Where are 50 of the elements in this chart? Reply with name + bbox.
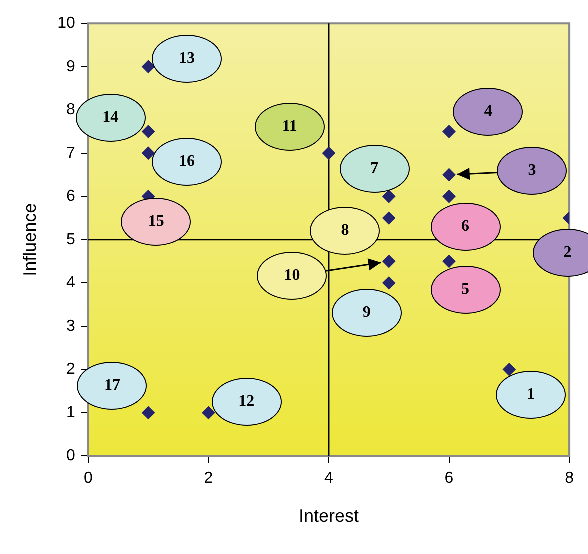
y-tick-label: 3 [66, 318, 76, 335]
annotation: 6 [462, 218, 470, 236]
y-tick-label: 8 [66, 102, 76, 119]
point [142, 406, 156, 420]
annotation: 16 [179, 153, 196, 172]
x-tick-label: 6 [444, 470, 454, 488]
y-axis-title: Influence [20, 203, 40, 276]
y-tick-label: 1 [66, 404, 76, 422]
annotation: 3 [528, 162, 536, 180]
point [442, 168, 456, 182]
x-axis-title: Interest [298, 506, 359, 526]
annotation: 1 [527, 386, 536, 404]
annotation: 13 [179, 50, 196, 68]
annotation: 14 [102, 108, 119, 127]
annotation: 17 [104, 377, 120, 396]
point [142, 60, 156, 74]
annotation: 4 [484, 103, 492, 122]
point [382, 276, 396, 290]
y-tick-label: 9 [66, 58, 76, 76]
annotation: 2 [564, 244, 572, 262]
annotation: 12 [238, 393, 255, 412]
annotation: 8 [341, 222, 350, 240]
point [382, 255, 396, 268]
annotation: 7 [370, 160, 379, 178]
y-tick-label: 7 [66, 144, 76, 162]
point [142, 125, 156, 138]
point [202, 406, 216, 420]
y-tick-label: 6 [66, 188, 76, 206]
annotation: 5 [462, 281, 470, 300]
y-tick-label: 4 [66, 274, 76, 292]
x-tick-label: 2 [204, 470, 214, 488]
point [442, 255, 456, 268]
y-tick-label: 0 [66, 448, 76, 465]
annotation: 9 [362, 304, 371, 322]
point [502, 363, 516, 376]
annotation: 11 [282, 118, 298, 136]
point [322, 146, 336, 160]
x-tick-label: 8 [565, 470, 574, 488]
y-tick-label: 10 [58, 15, 76, 32]
point [442, 125, 456, 138]
point [382, 212, 396, 225]
annotation: 10 [284, 267, 300, 286]
point [382, 190, 396, 204]
point [442, 190, 456, 204]
y-tick-label: 2 [66, 361, 76, 378]
annotation: 15 [148, 213, 164, 232]
point [142, 146, 156, 160]
y-tick-label: 5 [66, 231, 76, 248]
x-tick-label: 0 [84, 470, 93, 488]
x-tick-label: 4 [324, 470, 334, 488]
